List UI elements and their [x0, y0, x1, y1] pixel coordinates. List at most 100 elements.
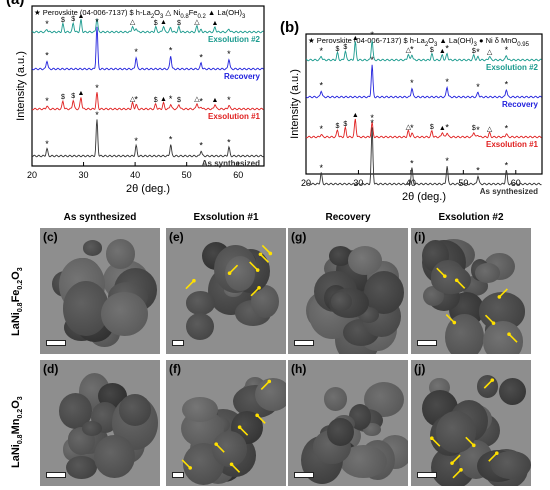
x-tick-label: 20 [301, 178, 311, 188]
tem-image: (c) [40, 228, 160, 354]
arrow-head [491, 321, 496, 325]
peak-marker: * [370, 30, 374, 40]
peak-marker: * [169, 46, 173, 56]
phase-marker: $ [177, 97, 181, 104]
phase-marker: $ [430, 124, 434, 131]
phase-marker: ▲ [78, 90, 85, 97]
legend-perovskite: ★ Perovskite (04-006-7137) [34, 8, 130, 17]
series-line [305, 118, 542, 139]
legend: ★ Perovskite (04-006-7137) $ h-La2O3 ▲ L… [308, 36, 530, 48]
arrow-head [192, 278, 196, 283]
particle [491, 451, 531, 480]
legend-nife: △ Ni [163, 8, 180, 17]
arrow-icon [229, 264, 239, 274]
peak-marker: * [370, 118, 374, 128]
phase-marker: ▲ [160, 19, 167, 26]
series-label: Recovery [502, 100, 539, 109]
particle [105, 239, 135, 269]
series-line [31, 92, 264, 111]
peak-marker: * [410, 123, 414, 133]
scale-bar [172, 340, 184, 346]
arrow-icon [436, 267, 446, 277]
legend-mno: δ MnO [493, 36, 518, 45]
peak-marker: * [410, 158, 414, 168]
peak-marker: * [319, 81, 323, 91]
phase-marker: $ [336, 123, 340, 130]
peak-marker: * [45, 139, 49, 149]
phase-marker: △ [194, 96, 200, 103]
arrow-icon [484, 314, 495, 324]
arrow-icon [451, 454, 461, 464]
phase-marker: $ [154, 97, 158, 104]
particle [81, 421, 102, 437]
peak-marker: * [134, 136, 138, 146]
peak-marker: * [199, 97, 203, 107]
tem-image: (d) [40, 360, 160, 486]
arrow-head [255, 413, 259, 418]
peak-marker: * [445, 123, 449, 133]
arrow-icon [249, 261, 259, 271]
legend-la2o3: $ h-La [404, 36, 426, 45]
peak-marker: * [45, 51, 49, 61]
peak-marker: * [227, 49, 231, 59]
particle [347, 246, 383, 276]
x-tick-label: 50 [458, 178, 468, 188]
panel-label: (i) [414, 230, 426, 244]
particle [323, 387, 348, 412]
arrow-overlay [185, 244, 273, 297]
phase-marker: △ [406, 124, 412, 131]
scale-bar [46, 472, 66, 478]
particle [328, 245, 352, 266]
tem-column-header: Exsolution #2 [438, 212, 504, 223]
x-axis-label: 2θ (deg.) [126, 183, 170, 195]
peak-marker: * [199, 141, 203, 151]
particle [118, 394, 152, 427]
peak-marker: * [95, 110, 99, 120]
tem-image: (g) [288, 228, 408, 354]
peak-marker: * [169, 134, 173, 144]
legend-laoh: ▲ La(OH) [206, 8, 243, 17]
peak-marker: * [476, 125, 480, 135]
particle [186, 291, 216, 315]
arrow-icon [452, 469, 462, 479]
arrow-head [454, 278, 459, 283]
phase-marker: ▲ [212, 20, 219, 27]
phase-marker: ▲ [352, 112, 359, 119]
phase-marker: ▲ [212, 97, 219, 104]
arrow-icon [185, 280, 195, 290]
particle [327, 418, 354, 447]
arrow-head [450, 461, 454, 465]
x-tick-label: 50 [182, 170, 192, 180]
scale-bar [172, 472, 184, 478]
phase-marker: $ [61, 17, 65, 24]
plot-frame [31, 5, 265, 167]
arrow-icon [250, 287, 260, 297]
peak-marker: * [505, 124, 509, 134]
scale-bar [294, 340, 314, 346]
panel-label: (e) [169, 230, 184, 244]
panel-label: (h) [291, 362, 307, 376]
particle [82, 240, 103, 256]
arrow-icon [483, 379, 493, 389]
x-axis-label: 2θ (deg.) [402, 191, 446, 203]
particle [93, 434, 135, 479]
phase-marker: △ [194, 19, 200, 26]
legend-laoh: ▲ La(OH) [437, 36, 474, 45]
arrow-head [490, 378, 495, 382]
x-tick-label: 20 [27, 170, 37, 180]
arrow-head [459, 468, 463, 472]
phase-marker: $ [71, 93, 75, 100]
phase-marker: ▲ [352, 35, 359, 42]
panel-label: (f) [169, 362, 181, 376]
peak-marker: * [45, 19, 49, 29]
phase-marker: $ [430, 47, 434, 54]
peak-marker: * [45, 96, 49, 106]
arrow-head [258, 252, 263, 257]
peak-marker: * [505, 45, 509, 55]
arrow-head [229, 462, 234, 467]
legend-perovskite: ★ Perovskite (04-006-7137) [308, 36, 404, 45]
panel-label: (c) [43, 230, 58, 244]
peak-marker: * [476, 166, 480, 176]
phase-marker: ▲ [78, 13, 85, 20]
arrow-head [507, 332, 511, 336]
